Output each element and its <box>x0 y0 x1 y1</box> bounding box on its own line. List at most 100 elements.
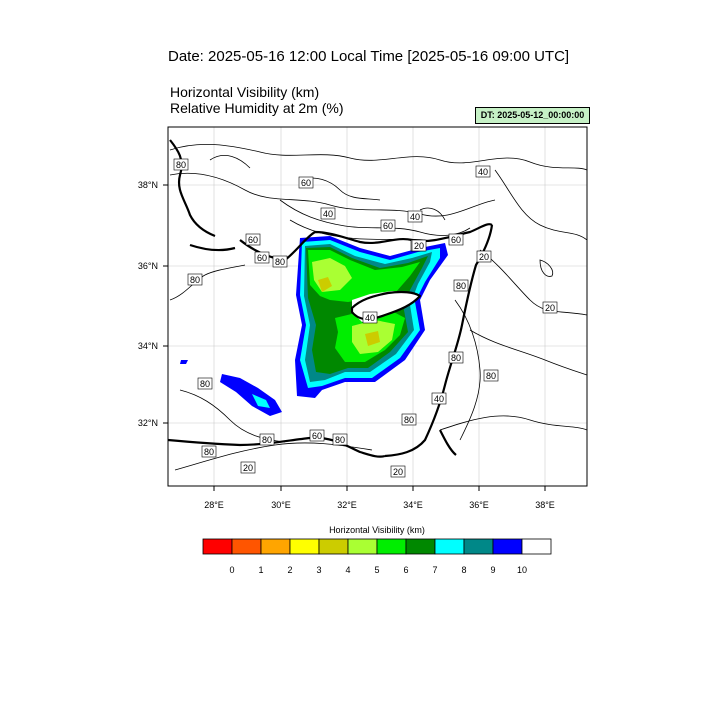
visibility-band-west-inner <box>252 394 270 408</box>
lon-label-36: 36°E <box>469 500 489 510</box>
contour-label: 80 <box>259 433 275 446</box>
svg-text:20: 20 <box>393 467 403 477</box>
lat-label-38: 38°N <box>138 180 158 190</box>
contour-label: 80 <box>272 255 288 268</box>
latitude-labels: 32°N 34°N 36°N 38°N <box>138 180 158 428</box>
svg-text:60: 60 <box>312 431 322 441</box>
coast-aegean-islands <box>169 139 216 238</box>
visibility-shading <box>180 236 448 416</box>
colorbar-tick-label: 1 <box>258 565 263 575</box>
contour-label: 40 <box>320 207 336 220</box>
field-title-visibility: Horizontal Visibility (km) <box>170 84 320 100</box>
svg-text:60: 60 <box>257 253 267 263</box>
colorbar-cell <box>318 538 349 555</box>
lon-label-38: 38°E <box>535 500 555 510</box>
contour-label: 60 <box>254 251 270 264</box>
svg-text:80: 80 <box>335 435 345 445</box>
contour-label: 60 <box>309 429 325 442</box>
colorbar-cell <box>405 538 436 555</box>
svg-text:20: 20 <box>545 303 555 313</box>
svg-text:20: 20 <box>243 463 253 473</box>
svg-text:40: 40 <box>434 394 444 404</box>
lon-label-34: 34°E <box>403 500 423 510</box>
contour-label: 80 <box>173 158 189 171</box>
svg-text:40: 40 <box>478 167 488 177</box>
svg-text:20: 20 <box>414 241 424 251</box>
contour-label: 80 <box>453 279 469 292</box>
svg-text:20: 20 <box>479 252 489 262</box>
init-time-badge: DT: 2025-05-12_00:00:00 <box>475 107 590 124</box>
colorbar-cell <box>521 538 552 555</box>
svg-text:60: 60 <box>248 235 258 245</box>
coast-crete <box>189 243 236 252</box>
colorbar-tick-label: 8 <box>461 565 466 575</box>
contour-label: 20 <box>390 465 406 478</box>
svg-text:80: 80 <box>200 379 210 389</box>
map-area <box>168 127 587 486</box>
colorbar-cell <box>260 538 291 555</box>
svg-text:80: 80 <box>262 435 272 445</box>
contour-label: 80 <box>401 413 417 426</box>
colorbar-cell <box>202 538 233 555</box>
visibility-spot <box>180 360 188 364</box>
svg-text:80: 80 <box>275 257 285 267</box>
contour-label: 60 <box>298 176 314 189</box>
lat-label-36: 36°N <box>138 261 158 271</box>
svg-text:40: 40 <box>410 212 420 222</box>
colorbar-tick-label: 9 <box>490 565 495 575</box>
visibility-band-west <box>220 374 282 416</box>
coast-sinai <box>439 429 457 456</box>
contour-label: 60 <box>448 233 464 246</box>
colorbar-title: Horizontal Visibility (km) <box>329 525 425 535</box>
lon-label-30: 30°E <box>271 500 291 510</box>
colorbar-tick-label: 0 <box>229 565 234 575</box>
lon-label-28: 28°E <box>204 500 224 510</box>
contour-label: 60 <box>380 219 396 232</box>
longitude-labels: 28°E 30°E 32°E 34°E 36°E 38°E <box>204 500 555 510</box>
colorbar-cell <box>347 538 378 555</box>
colorbar-cell <box>434 538 465 555</box>
colorbar-cell <box>376 538 407 555</box>
colorbar-cell <box>289 538 320 555</box>
colorbar-tick-label: 3 <box>316 565 321 575</box>
colorbar <box>202 538 552 555</box>
colorbar-tick-label: 2 <box>287 565 292 575</box>
svg-text:40: 40 <box>323 209 333 219</box>
svg-text:80: 80 <box>204 447 214 457</box>
contour-label: 40 <box>431 392 447 405</box>
svg-text:60: 60 <box>383 221 393 231</box>
axis-ticks <box>163 184 546 491</box>
visibility-band-3km <box>318 277 332 292</box>
contour-label: 80 <box>187 273 203 286</box>
contour-label: 40 <box>362 311 378 324</box>
colorbar-cell <box>492 538 523 555</box>
colorbar-cell <box>463 538 494 555</box>
contour-label: 20 <box>542 301 558 314</box>
contour-label: 20 <box>476 250 492 263</box>
colorbar-tick-labels: 0 1 2 3 4 5 6 7 8 9 10 <box>229 565 527 575</box>
contour-label: 20 <box>240 461 256 474</box>
svg-text:80: 80 <box>190 275 200 285</box>
svg-text:40: 40 <box>365 313 375 323</box>
contour-label: 80 <box>332 433 348 446</box>
svg-text:80: 80 <box>451 353 461 363</box>
map-frame <box>167 126 588 487</box>
lon-label-32: 32°E <box>337 500 357 510</box>
contour-label: 60 <box>245 233 261 246</box>
contour-labels: 80 60 40 60 40 60 40 80 80 60 40 20 80 60 40 80 20 80 80 60… <box>173 158 558 478</box>
lat-label-32: 32°N <box>138 418 158 428</box>
svg-text:80: 80 <box>176 160 186 170</box>
svg-text:60: 60 <box>451 235 461 245</box>
contour-label: 20 <box>411 239 427 252</box>
svg-text:80: 80 <box>456 281 466 291</box>
colorbar-tick-label: 7 <box>432 565 437 575</box>
contour-label: 40 <box>407 210 423 223</box>
colorbar-tick-label: 10 <box>517 565 527 575</box>
colorbar-tick-label: 4 <box>345 565 350 575</box>
contour-label: 80 <box>201 445 217 458</box>
colorbar-tick-label: 6 <box>403 565 408 575</box>
svg-text:60: 60 <box>301 178 311 188</box>
field-title-humidity: Relative Humidity at 2m (%) <box>170 100 344 116</box>
contour-label: 40 <box>475 165 491 178</box>
